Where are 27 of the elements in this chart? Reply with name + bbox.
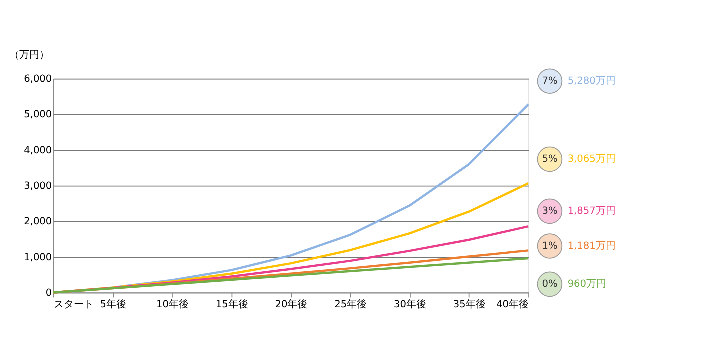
y-tick-label: 6,000 [24, 74, 52, 85]
y-axis-title: （万円） [9, 50, 50, 61]
y-tick-label: 4,000 [24, 145, 52, 156]
x-tick-label: 10年後 [156, 298, 189, 310]
text: 3,065万円 [568, 154, 616, 166]
y-tick-label: 0 [46, 288, 52, 299]
y-tick-label: 3,000 [24, 180, 52, 192]
x-tick-label: 35年後 [453, 298, 486, 310]
text: 7% [542, 76, 558, 88]
text: 960万円 [568, 279, 607, 290]
x-tick-label: 25年後 [334, 298, 368, 310]
x-tick-label: 30年後 [394, 298, 426, 310]
x-tick-label: 5年後 [100, 298, 126, 310]
x-tick-label: 40年後 [496, 298, 530, 310]
series-label: 1% [542, 240, 558, 252]
y-tick-label: 1,000 [24, 252, 52, 264]
x-tick-label: 20年後 [275, 298, 308, 310]
x-tick-label: 15年後 [216, 298, 248, 310]
text: 5,280万円 [568, 76, 616, 88]
text: 5% [542, 154, 558, 166]
x-tick-label: スタート [54, 300, 94, 310]
text: 1,857万円 [568, 206, 616, 218]
text: 1,181万円 [568, 240, 616, 252]
y-tick-label: 5,000 [24, 110, 52, 121]
text: 0% [542, 279, 558, 290]
y-tick-label: 2,000 [24, 216, 52, 228]
series-label: 3% [542, 206, 558, 218]
